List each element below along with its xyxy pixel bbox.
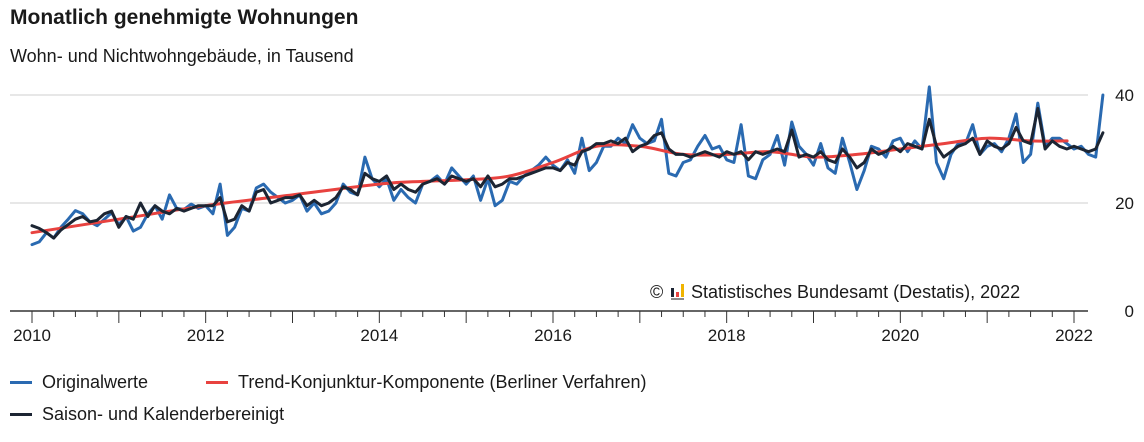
destatis-logo-icon xyxy=(671,284,684,300)
line-chart: 2010 2012 2014 2016 2018 2020 2022 0 20 40 © Sta… xyxy=(10,85,1134,345)
y-tick-label: 0 xyxy=(1125,302,1134,321)
series-trend xyxy=(30,136,1069,235)
legend-item-saisonbereinigt: Saison- und Kalenderbereinigt xyxy=(10,404,284,425)
y-axis-labels: 0 20 40 xyxy=(1115,86,1134,321)
gridlines xyxy=(10,94,1088,204)
y-tick-label: 40 xyxy=(1115,86,1134,105)
x-axis: 2010 2012 2014 2016 2018 2020 2022 xyxy=(10,310,1093,345)
legend-label-trend: Trend-Konjunktur-Komponente (Berliner Ve… xyxy=(238,372,647,392)
series-originalwerte xyxy=(30,85,1105,247)
legend-item-trend: Trend-Konjunktur-Komponente (Berliner Ve… xyxy=(206,372,647,393)
series-lines xyxy=(30,85,1105,247)
x-tick-label: 2012 xyxy=(187,326,225,345)
legend-label-saisonbereinigt: Saison- und Kalenderbereinigt xyxy=(42,404,285,424)
credit-copyright-sign: © xyxy=(650,282,663,302)
chart-subtitle: Wohn- und Nichtwohngebäude, in Tausend xyxy=(10,46,354,66)
x-tick-label: 2014 xyxy=(360,326,398,345)
x-tick-label: 2010 xyxy=(13,326,51,345)
legend-item-originalwerte: Originalwerte xyxy=(10,372,148,393)
x-tick-label: 2018 xyxy=(708,326,746,345)
chart-title: Monatlich genehmigte Wohnungen xyxy=(10,6,359,29)
legend-label-originalwerte: Originalwerte xyxy=(42,372,149,392)
legend-swatch-saisonbereinigt xyxy=(10,413,32,416)
legend-swatch-originalwerte xyxy=(10,381,32,384)
credit: © Statistisches Bundesamt (Destatis), 20… xyxy=(648,278,1088,304)
x-tick-label: 2020 xyxy=(881,326,919,345)
x-tick-label: 2022 xyxy=(1055,326,1093,345)
credit-text: Statistisches Bundesamt (Destatis), 2022 xyxy=(691,282,1020,302)
legend-swatch-trend xyxy=(206,381,228,384)
series-saisonbereinigt xyxy=(30,107,1105,240)
y-tick-label: 20 xyxy=(1115,194,1134,213)
x-tick-label: 2016 xyxy=(534,326,572,345)
